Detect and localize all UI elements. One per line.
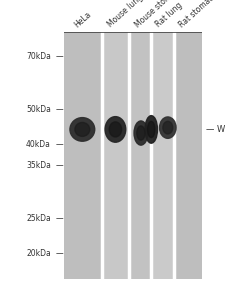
Text: Mouse lung: Mouse lung: [106, 0, 144, 29]
Ellipse shape: [74, 122, 89, 136]
Ellipse shape: [136, 126, 144, 140]
Ellipse shape: [159, 117, 175, 138]
Text: — WIF1: — WIF1: [205, 125, 225, 134]
Text: Mouse stomach: Mouse stomach: [133, 0, 183, 29]
Bar: [129, 32, 150, 279]
Text: —: —: [55, 105, 63, 114]
Text: HeLa: HeLa: [72, 9, 92, 29]
Text: —: —: [55, 249, 63, 258]
Ellipse shape: [147, 121, 154, 138]
Text: —: —: [55, 214, 63, 223]
Text: 70kDa: 70kDa: [26, 52, 51, 61]
Ellipse shape: [162, 121, 172, 134]
Text: 40kDa: 40kDa: [26, 140, 51, 149]
Text: —: —: [55, 52, 63, 61]
Text: 50kDa: 50kDa: [26, 105, 51, 114]
Bar: [64, 32, 101, 279]
Ellipse shape: [133, 121, 147, 145]
Bar: [103, 32, 127, 279]
Ellipse shape: [144, 116, 157, 143]
Text: —: —: [55, 161, 63, 170]
Ellipse shape: [70, 118, 94, 141]
Text: Rat lung: Rat lung: [153, 1, 183, 29]
Text: 35kDa: 35kDa: [26, 161, 51, 170]
Bar: [173, 32, 201, 279]
Text: Rat stomach: Rat stomach: [177, 0, 219, 29]
Bar: [151, 32, 172, 279]
Text: 25kDa: 25kDa: [26, 214, 51, 223]
Text: 20kDa: 20kDa: [26, 249, 51, 258]
Ellipse shape: [105, 117, 125, 142]
Text: —: —: [55, 140, 63, 149]
Ellipse shape: [109, 122, 121, 137]
